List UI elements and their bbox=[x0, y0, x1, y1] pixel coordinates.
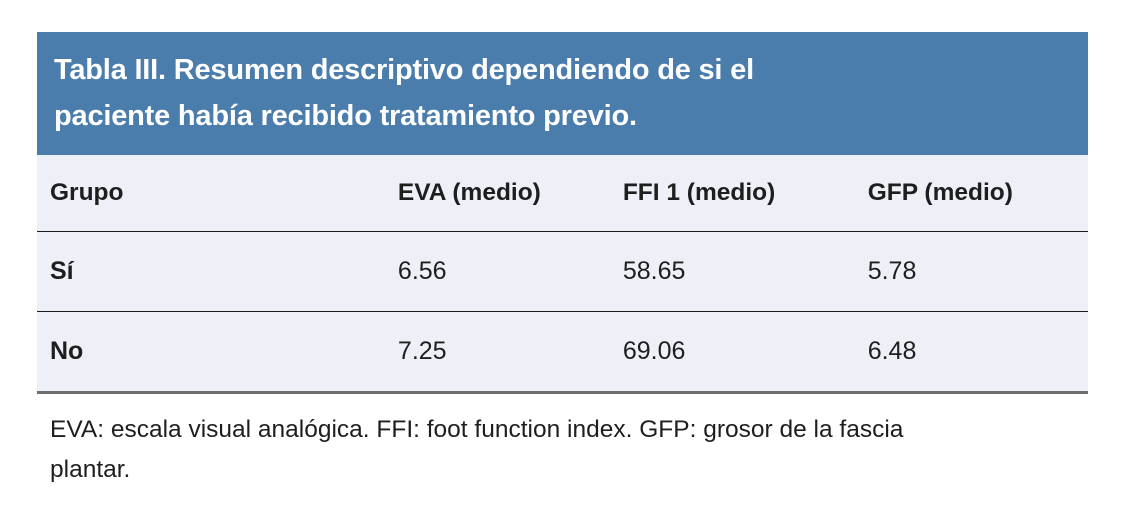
cell-ffi-no: 69.06 bbox=[610, 311, 856, 394]
cell-gfp-si: 5.78 bbox=[855, 231, 1088, 312]
cell-eva-si: 6.56 bbox=[385, 231, 611, 312]
cell-gfp-no: 6.48 bbox=[855, 311, 1088, 394]
column-header-grupo: Grupo bbox=[37, 155, 386, 232]
table-row-si: Sí 6.56 58.65 5.78 bbox=[37, 231, 1088, 312]
table-figure: Tabla III. Resumen descriptivo dependien… bbox=[37, 32, 1088, 490]
table-header: Grupo EVA (medio) FFI 1 (medio) GFP (med… bbox=[37, 155, 1088, 232]
cell-ffi-si: 58.65 bbox=[610, 231, 856, 312]
footnote-line-2: plantar. bbox=[50, 456, 131, 483]
table-title-band: Tabla III. Resumen descriptivo dependien… bbox=[37, 32, 1088, 155]
column-header-eva: EVA (medio) bbox=[385, 155, 611, 232]
table-footnote: EVA: escala visual analógica. FFI: foot … bbox=[50, 410, 1088, 490]
cell-eva-no: 7.25 bbox=[385, 311, 611, 394]
column-header-ffi: FFI 1 (medio) bbox=[610, 155, 856, 232]
table-row-no: No 7.25 69.06 6.48 bbox=[37, 311, 1088, 394]
table-title-line-1: Tabla III. Resumen descriptivo dependien… bbox=[54, 54, 754, 86]
cell-grupo-no: No bbox=[37, 311, 386, 394]
footnote-line-1: EVA: escala visual analógica. FFI: foot … bbox=[50, 416, 904, 443]
page: Tabla III. Resumen descriptivo dependien… bbox=[37, 32, 1088, 490]
data-table: Grupo EVA (medio) FFI 1 (medio) GFP (med… bbox=[37, 155, 1088, 394]
table-body: Sí 6.56 58.65 5.78 No 7.25 69.06 6.48 bbox=[37, 231, 1088, 394]
column-header-gfp: GFP (medio) bbox=[855, 155, 1088, 232]
cell-grupo-si: Sí bbox=[37, 231, 386, 312]
table-title-line-2: paciente había recibido tratamiento prev… bbox=[54, 100, 637, 132]
header-row: Grupo EVA (medio) FFI 1 (medio) GFP (med… bbox=[37, 155, 1088, 232]
